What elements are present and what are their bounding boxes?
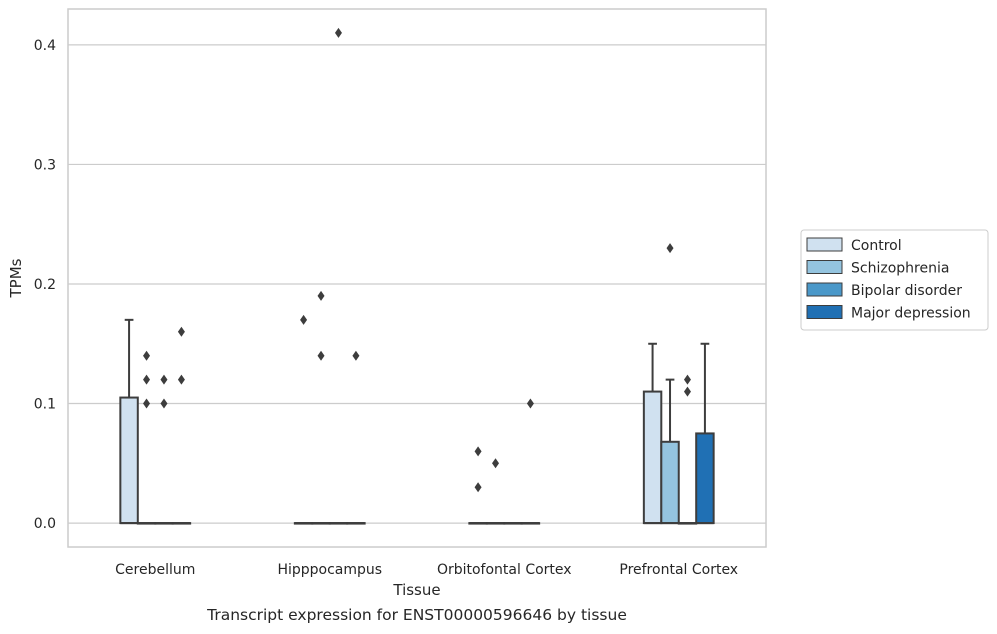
legend-label: Control xyxy=(851,238,902,254)
box-group xyxy=(642,342,663,525)
legend-swatch xyxy=(806,260,843,274)
y-tick-label: 0.4 xyxy=(34,38,56,54)
outlier-point xyxy=(683,374,691,385)
outliers xyxy=(143,27,691,493)
outlier-point xyxy=(177,374,185,385)
legend-swatch xyxy=(806,237,843,252)
outlier-point xyxy=(300,314,308,325)
x-axis-label: Tissue xyxy=(392,581,440,599)
y-tick-label: 0.1 xyxy=(34,397,56,413)
box-group xyxy=(660,378,680,525)
legend-label: Schizophrenia xyxy=(851,261,949,277)
outlier-point xyxy=(143,350,151,361)
plot-frame xyxy=(67,8,767,548)
legend-items: Control Schizophrenia Bipolar disorder Majo… xyxy=(806,237,971,322)
box xyxy=(695,432,715,525)
chart-caption: Transcript expression for ENST0000059664… xyxy=(207,606,627,624)
outlier-point xyxy=(474,446,482,457)
box-group xyxy=(154,522,174,525)
boxes xyxy=(119,318,715,525)
y-tick-label: 0.3 xyxy=(34,157,56,173)
y-tick-labels: 0.0 0.1 0.2 0.3 0.4 xyxy=(34,38,56,532)
y-axis-label: TPMs xyxy=(7,258,25,298)
box-group xyxy=(468,522,488,525)
legend-swatch xyxy=(806,282,843,297)
box-group xyxy=(136,522,157,525)
x-tick-label: Cerebellum xyxy=(115,562,195,578)
x-tick-label: Prefrontal Cortex xyxy=(619,562,738,578)
box-group xyxy=(520,522,541,525)
outlier-point xyxy=(160,398,168,409)
box-group xyxy=(293,522,314,525)
box-group xyxy=(346,522,366,525)
y-tick-label: 0.0 xyxy=(34,516,56,532)
outlier-point xyxy=(143,374,151,385)
box-group xyxy=(328,522,349,525)
outlier-point xyxy=(317,290,325,301)
outlier-point xyxy=(317,350,325,361)
legend-swatch xyxy=(806,305,843,319)
box xyxy=(660,440,680,525)
box-group xyxy=(311,522,331,525)
box-group xyxy=(695,342,715,525)
box-group xyxy=(485,522,506,525)
legend-label: Major depression xyxy=(851,306,971,322)
outlier-point xyxy=(160,374,168,385)
box-group xyxy=(677,522,698,525)
x-tick-label: Hipppocampus xyxy=(277,562,382,578)
y-tick-label: 0.2 xyxy=(34,277,56,293)
box-group xyxy=(119,318,139,525)
box-group xyxy=(171,522,192,525)
outlier-point xyxy=(334,27,342,38)
box xyxy=(119,396,139,525)
legend: Control Schizophrenia Bipolar disorder Majo… xyxy=(800,229,989,331)
box xyxy=(642,390,663,525)
outlier-point xyxy=(474,482,482,493)
outlier-point xyxy=(526,398,534,409)
box-group xyxy=(503,522,523,525)
x-tick-labels: Cerebellum Hipppocampus Orbitofontal Corte… xyxy=(115,562,738,578)
legend-frame xyxy=(800,229,989,331)
outlier-point xyxy=(352,350,360,361)
outlier-point xyxy=(177,326,185,337)
legend-label: Bipolar disorder xyxy=(851,283,962,299)
x-tick-label: Orbitofontal Cortex xyxy=(437,562,572,578)
outlier-point xyxy=(143,398,151,409)
outlier-point xyxy=(683,386,691,397)
outlier-point xyxy=(492,458,500,469)
outlier-point xyxy=(666,243,674,254)
